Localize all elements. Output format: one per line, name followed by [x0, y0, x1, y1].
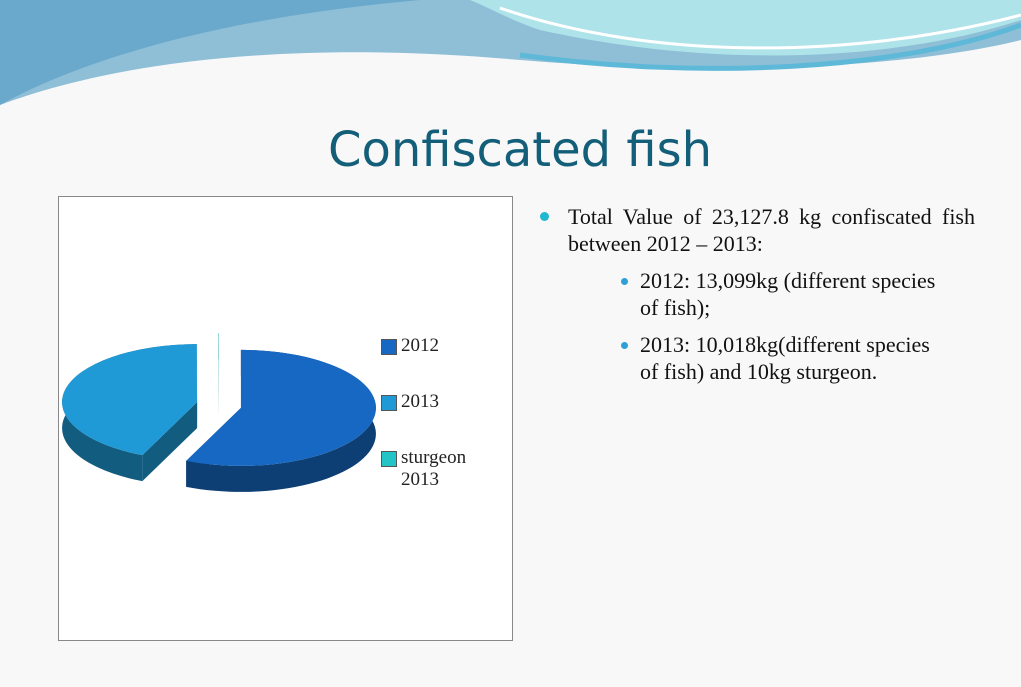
sub-bullet: 2013: 10,018kg(different species of fish… [640, 331, 940, 385]
legend-swatch [381, 395, 397, 411]
legend-item: 2012 [381, 335, 501, 357]
legend-item: sturgeon 2013 [381, 447, 501, 491]
legend-swatch [381, 339, 397, 355]
legend-swatch [381, 451, 397, 467]
legend-label: 2012 [401, 335, 439, 357]
legend-label: sturgeon 2013 [401, 447, 501, 491]
legend: 2012 2013 sturgeon 2013 [381, 335, 501, 525]
legend-label: 2013 [401, 391, 439, 413]
legend-item: 2013 [381, 391, 501, 413]
sub-bullet: 2012: 13,099kg (different species of fis… [640, 267, 940, 321]
bullet: Total Value of 23,127.8 kg confiscated f… [540, 203, 975, 257]
slide: Confiscated fish 2012 2013 sturgeon 2013 T… [0, 0, 1021, 687]
slide-title: Confiscated fish [0, 122, 1021, 178]
bullet-list: Total Value of 23,127.8 kg confiscated f… [540, 203, 975, 385]
header-wave [0, 0, 1021, 120]
chart-frame: 2012 2013 sturgeon 2013 [58, 196, 513, 641]
